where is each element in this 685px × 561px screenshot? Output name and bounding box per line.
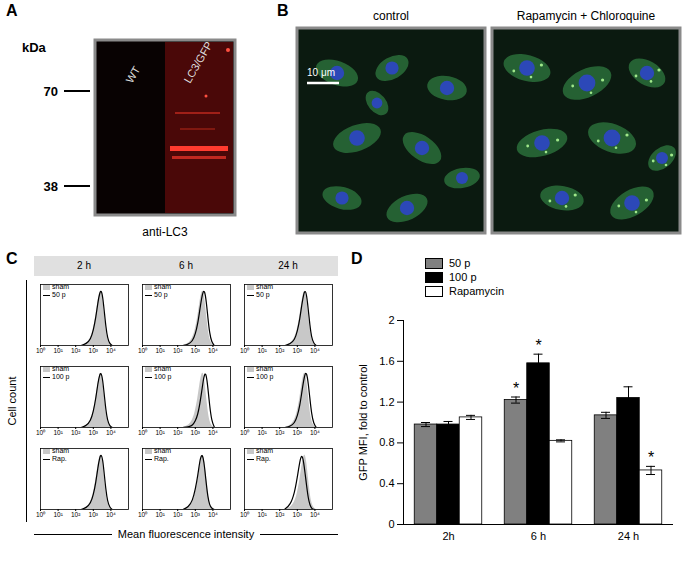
html-text:50 p: 50 p [256,291,270,298]
html-text:C: C [6,250,18,267]
svg-text:10⁰: 10⁰ [36,347,46,354]
html-text:50 p: 50 p [154,291,168,298]
html-text:Rapamycin: Rapamycin [449,285,504,297]
html-text:sham: sham [52,447,70,454]
html-text:Cell count: Cell count [6,376,18,426]
svg-text:1.6: 1.6 [379,355,394,367]
svg-text:10²: 10² [275,347,285,354]
svg-text:Rapamycin + Chloroquine: Rapamycin + Chloroquine [517,9,656,23]
svg-text:kDa: kDa [22,40,47,55]
svg-text:10⁴: 10⁴ [310,511,320,518]
svg-text:*: * [513,380,519,397]
svg-text:0.8: 0.8 [379,436,394,448]
html-text:50 p: 50 p [52,291,66,298]
svg-text:*: * [648,449,654,466]
svg-text:10⁰: 10⁰ [240,347,250,354]
svg-text:24 h: 24 h [618,530,639,542]
svg-text:10¹: 10¹ [53,347,63,354]
svg-text:6 h: 6 h [531,530,546,542]
html-text:6 h: 6 h [179,260,193,271]
svg-text:2h: 2h [442,530,454,542]
html-text:Rap.: Rap. [154,455,169,462]
svg-text:10⁰: 10⁰ [36,511,46,518]
svg-text:10 μm: 10 μm [307,67,335,78]
svg-text:10⁴: 10⁴ [106,429,116,436]
html-text:A: A [6,2,18,19]
html-text:sham: sham [52,283,70,290]
svg-text:10⁰: 10⁰ [138,429,148,436]
svg-text:10³: 10³ [293,429,303,436]
svg-text:10¹: 10¹ [257,429,267,436]
html-text:2 h: 2 h [77,260,91,271]
svg-text:LC3/GFP: LC3/GFP [181,39,214,85]
svg-text:anti-LC3: anti-LC3 [142,225,188,239]
svg-text:70: 70 [44,84,58,99]
html-text:100 p: 100 p [449,271,477,283]
svg-text:10²: 10² [275,429,285,436]
html-text:sham: sham [154,447,172,454]
svg-text:10⁰: 10⁰ [240,511,250,518]
html-text:24 h: 24 h [278,260,298,271]
svg-text:control: control [373,9,409,23]
html-text:sham: sham [154,365,172,372]
svg-text:0: 0 [388,518,394,530]
svg-text:10³: 10³ [191,511,201,518]
svg-text:10³: 10³ [89,347,99,354]
svg-text:10⁰: 10⁰ [36,429,46,436]
svg-text:10⁰: 10⁰ [138,511,148,518]
svg-text:10¹: 10¹ [257,511,267,518]
svg-text:0.4: 0.4 [379,477,394,489]
html-text:Rap.: Rap. [256,455,271,462]
html-text:100 p: 100 p [52,373,70,380]
html-text:sham: sham [256,365,274,372]
svg-text:10²: 10² [71,347,81,354]
svg-text:10⁰: 10⁰ [240,429,250,436]
html-text:sham: sham [52,365,70,372]
svg-text:10⁴: 10⁴ [310,347,320,354]
svg-text:10³: 10³ [293,347,303,354]
svg-text:38: 38 [44,179,58,194]
svg-text:10¹: 10¹ [155,347,165,354]
svg-text:10¹: 10¹ [53,511,63,518]
svg-text:10⁴: 10⁴ [208,347,218,354]
svg-text:1.2: 1.2 [379,396,394,408]
svg-text:10³: 10³ [89,511,99,518]
svg-text:10³: 10³ [293,511,303,518]
svg-text:10²: 10² [173,429,183,436]
svg-text:10⁰: 10⁰ [138,347,148,354]
svg-text:10³: 10³ [89,429,99,436]
html-text:sham: sham [256,283,274,290]
svg-text:10²: 10² [71,511,81,518]
svg-text:10¹: 10¹ [155,429,165,436]
svg-text:10¹: 10¹ [257,347,267,354]
html-text:100 p: 100 p [256,373,274,380]
svg-text:10²: 10² [173,511,183,518]
svg-text:10⁴: 10⁴ [208,429,218,436]
svg-text:10⁴: 10⁴ [208,511,218,518]
svg-text:10²: 10² [71,429,81,436]
html-text:D: D [351,250,363,267]
svg-text:10³: 10³ [191,347,201,354]
svg-text:10³: 10³ [191,429,201,436]
svg-text:10⁴: 10⁴ [106,511,116,518]
svg-text:10⁴: 10⁴ [106,347,116,354]
svg-text:10²: 10² [173,347,183,354]
svg-text:10⁴: 10⁴ [310,429,320,436]
html-text:sham: sham [256,447,274,454]
html-text:Rap.: Rap. [52,455,67,462]
svg-text:2: 2 [388,314,394,326]
svg-text:GFP MFI, fold to control: GFP MFI, fold to control [357,364,369,481]
html-text:50 p: 50 p [449,257,471,269]
svg-text:WT: WT [123,64,142,85]
html-text:sham: sham [154,283,172,290]
svg-text:10¹: 10¹ [53,429,63,436]
svg-text:10¹: 10¹ [155,511,165,518]
svg-text:*: * [535,337,541,354]
html-text:B: B [277,2,289,19]
svg-text:10²: 10² [275,511,285,518]
html-text:Mean fluorescence intensity: Mean fluorescence intensity [117,528,255,540]
html-text:100 p: 100 p [154,373,172,380]
